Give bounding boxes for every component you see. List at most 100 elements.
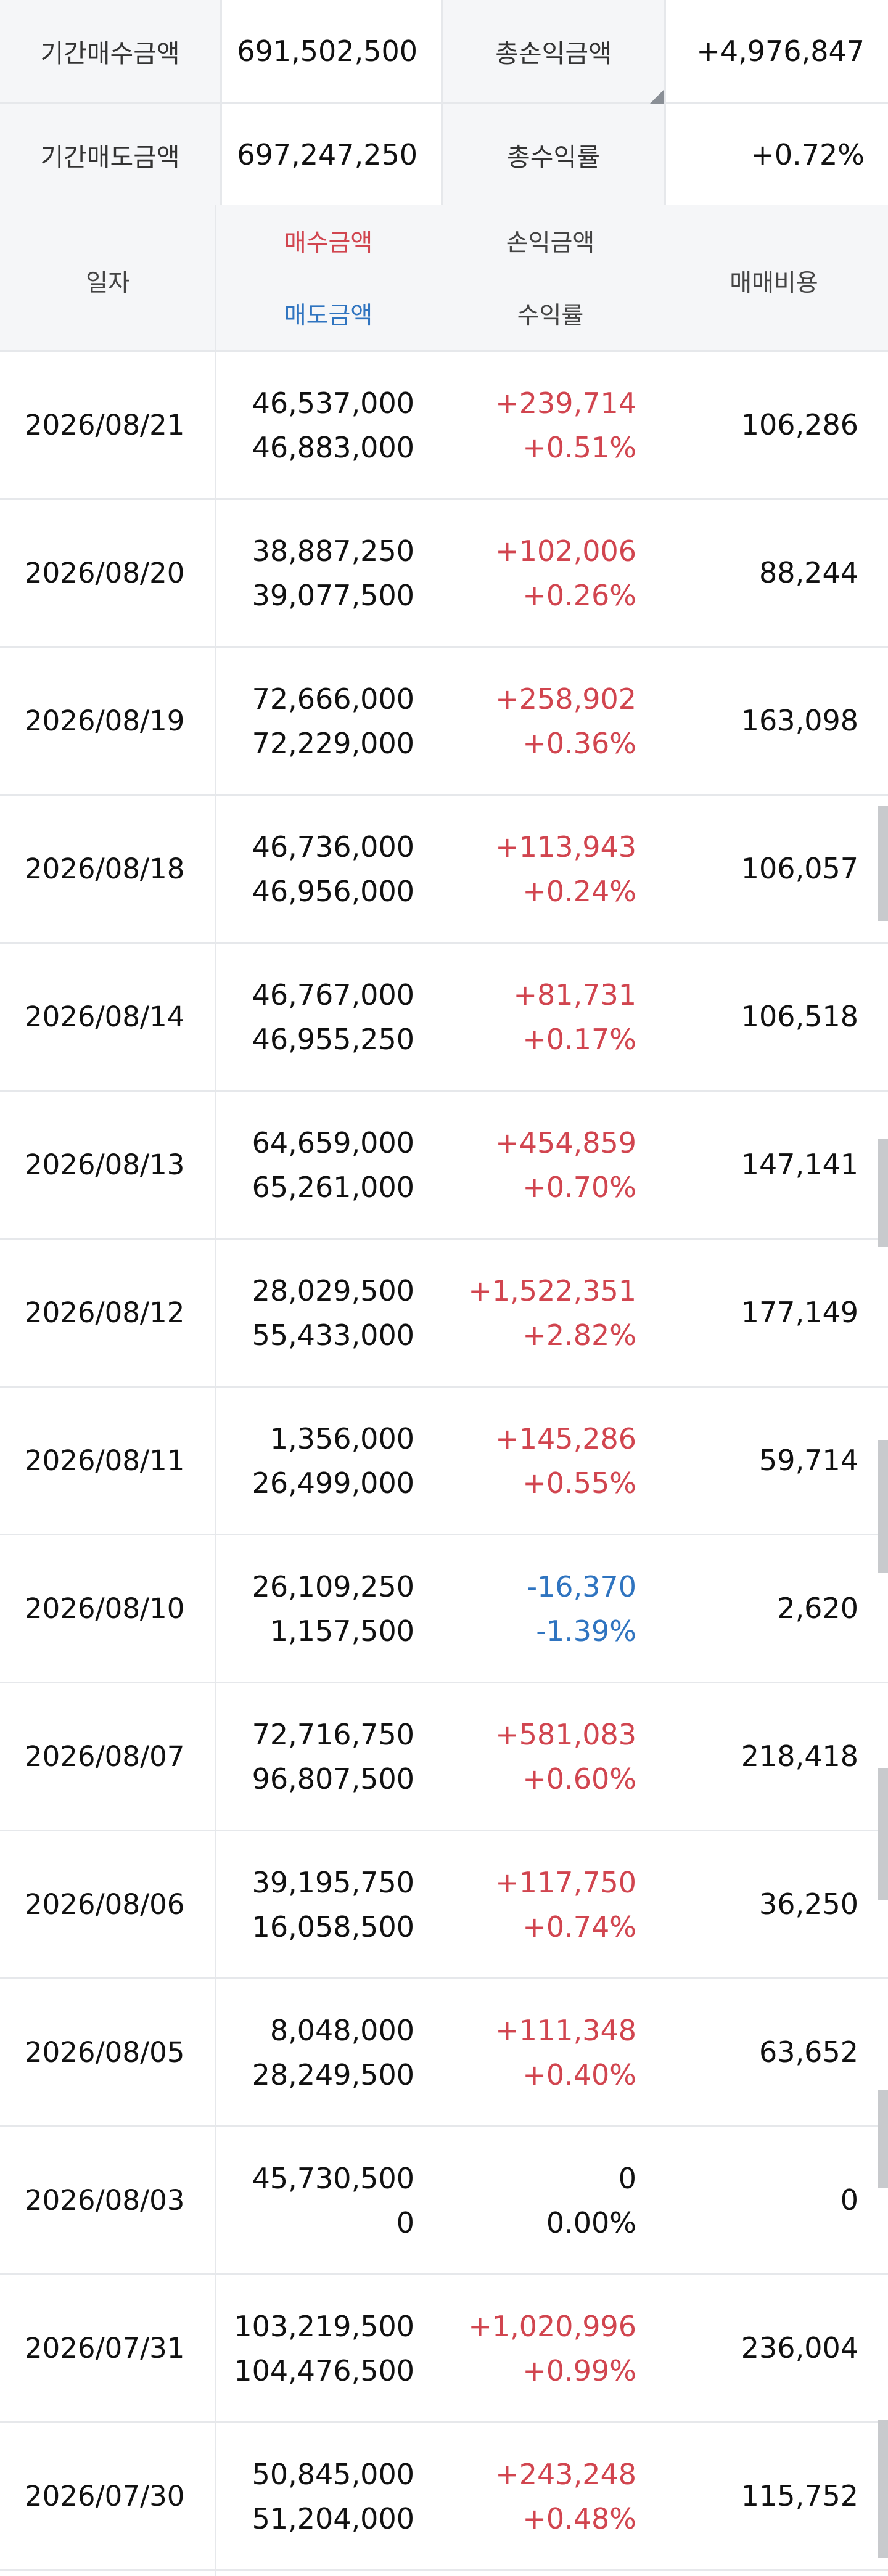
header-pl-amount[interactable]: 손익금액 xyxy=(506,229,595,257)
table-row[interactable]: 2026/07/30 50,845,000 51,204,000 +243,248 +0… xyxy=(0,2423,888,2571)
row-buy-amount: 45,730,500 xyxy=(252,2162,414,2195)
resize-corner-icon xyxy=(650,90,664,104)
row-fee: 88,244 xyxy=(759,556,858,589)
row-date: 2026/08/07 xyxy=(25,1740,185,1773)
row-pl-amount: +113,943 xyxy=(495,830,636,864)
scrollbar-thumb[interactable] xyxy=(878,1139,888,1247)
row-buy-amount: 28,029,500 xyxy=(252,1274,414,1307)
row-sell-amount: 0 xyxy=(396,2206,414,2239)
table-row[interactable]: 2026/08/21 46,537,000 46,883,000 +239,714 +0… xyxy=(0,352,888,500)
row-rate: -1.39% xyxy=(536,1614,636,1648)
row-date: 2026/08/05 xyxy=(25,2036,185,2069)
row-buy-amount: 72,666,000 xyxy=(252,682,414,716)
table-row[interactable]: 2026/08/07 72,716,750 96,807,500 +581,083 +0… xyxy=(0,1683,888,1831)
row-pl-amount: +258,902 xyxy=(495,682,636,716)
row-rate: +0.55% xyxy=(522,1466,636,1500)
row-sell-amount: 104,476,500 xyxy=(234,2354,414,2387)
table-row[interactable]: 2026/08/13 64,659,000 65,261,000 +454,859 +0… xyxy=(0,1092,888,1240)
row-rate: +0.26% xyxy=(522,579,636,612)
row-date: 2026/07/30 xyxy=(25,2480,185,2513)
period-buy-value: 691,502,500 xyxy=(222,0,443,102)
row-sell-amount: 26,499,000 xyxy=(252,1466,414,1500)
row-fee: 147,141 xyxy=(741,1148,858,1181)
table-row[interactable]: 2026/08/10 26,109,250 1,157,500 -16,370 -1.3… xyxy=(0,1535,888,1683)
row-pl-amount: -16,370 xyxy=(527,1570,636,1603)
table-row[interactable]: 2026/08/20 38,887,250 39,077,500 +102,006 +0… xyxy=(0,500,888,648)
row-rate: +0.99% xyxy=(522,2354,636,2387)
table-row[interactable]: 2026/08/06 39,195,750 16,058,500 +117,750 +0… xyxy=(0,1831,888,1979)
row-buy-amount: 50,845,000 xyxy=(252,2458,414,2491)
row-buy-amount: 1,356,000 xyxy=(269,1422,414,1455)
row-date: 2026/08/21 xyxy=(25,409,185,441)
row-date: 2026/08/06 xyxy=(25,1888,185,1921)
row-rate: +0.51% xyxy=(522,431,636,464)
row-sell-amount: 96,807,500 xyxy=(252,1762,414,1796)
table-row[interactable]: 2026/08/05 8,048,000 28,249,500 +111,348 +0.… xyxy=(0,1979,888,2127)
row-fee: 0 xyxy=(840,2183,858,2217)
row-date: 2026/08/03 xyxy=(25,2184,185,2217)
table-row[interactable]: 2026/08/11 1,356,000 26,499,000 +145,286 +0.… xyxy=(0,1388,888,1535)
row-rate: +0.17% xyxy=(522,1023,636,1056)
header-fee[interactable]: 매매비용 xyxy=(730,269,818,297)
scrollbar-thumb[interactable] xyxy=(878,1768,888,1900)
row-fee: 106,286 xyxy=(741,408,858,441)
table-row[interactable]: 2026/08/12 28,029,500 55,433,000 +1,522,351… xyxy=(0,1240,888,1388)
row-rate: +2.82% xyxy=(522,1319,636,1352)
total-pl-label: 총손익금액 xyxy=(443,0,666,102)
row-buy-amount: 64,659,000 xyxy=(252,1126,414,1159)
row-rate: +0.74% xyxy=(522,1910,636,1944)
header-rate[interactable]: 수익률 xyxy=(517,302,584,330)
row-sell-amount: 1,157,500 xyxy=(269,1614,414,1648)
row-sell-amount: 39,077,500 xyxy=(252,579,414,612)
row-rate: +0.36% xyxy=(522,727,636,760)
row-sell-amount: 46,883,000 xyxy=(252,431,414,464)
table-row[interactable]: 2026/07/31 103,219,500 104,476,500 +1,020,9… xyxy=(0,2275,888,2423)
header-buy-amount[interactable]: 매수금액 xyxy=(284,229,373,257)
table-row[interactable]: 2026/08/03 45,730,500 0 0 0.00% 0 xyxy=(0,2127,888,2275)
row-date: 2026/08/11 xyxy=(25,1444,185,1477)
row-fee: 106,518 xyxy=(741,1000,858,1033)
row-date: 2026/08/13 xyxy=(25,1148,185,1181)
row-rate: 0.00% xyxy=(546,2206,636,2239)
row-buy-amount: 8,048,000 xyxy=(269,2014,414,2047)
total-rate-label: 총수익률 xyxy=(443,104,666,205)
row-fee: 115,752 xyxy=(741,2479,858,2513)
row-fee: 63,652 xyxy=(759,2035,858,2069)
row-buy-amount: 46,537,000 xyxy=(252,386,414,420)
row-pl-amount: +243,248 xyxy=(495,2458,636,2491)
row-buy-amount: 103,219,500 xyxy=(234,2310,414,2343)
row-rate: +0.24% xyxy=(522,875,636,908)
row-sell-amount: 51,204,000 xyxy=(252,2502,414,2535)
row-sell-amount: 72,229,000 xyxy=(252,727,414,760)
scrollbar-thumb[interactable] xyxy=(878,806,888,921)
header-sell-amount[interactable]: 매도금액 xyxy=(284,302,373,330)
total-pl-amount: +4,976,847 xyxy=(696,34,865,68)
summary-row-sell: 기간매도금액 697,247,250 총수익률 +0.72% xyxy=(0,104,888,207)
table-row[interactable]: 2026/08/19 72,666,000 72,229,000 +258,902 +0… xyxy=(0,648,888,796)
row-sell-amount: 46,956,000 xyxy=(252,875,414,908)
table-header: 일자 매수금액 매도금액 손익금액 수익률 매매비용 xyxy=(0,205,888,352)
row-pl-amount: +454,859 xyxy=(495,1126,636,1159)
row-buy-amount: 38,887,250 xyxy=(252,534,414,568)
row-rate: +0.60% xyxy=(522,1762,636,1796)
summary-row-buy: 기간매수금액 691,502,500 총손익금액 +4,976,847 xyxy=(0,0,888,104)
table-row[interactable]: 2026/08/18 46,736,000 46,956,000 +113,943 +0… xyxy=(0,796,888,944)
row-date: 2026/08/14 xyxy=(25,1000,185,1033)
summary-panel: 기간매수금액 691,502,500 총손익금액 +4,976,847 기간매도… xyxy=(0,0,888,207)
row-pl-amount: +102,006 xyxy=(495,534,636,568)
row-buy-amount: 39,195,750 xyxy=(252,1866,414,1899)
row-fee: 106,057 xyxy=(741,852,858,885)
period-sell-label: 기간매도금액 xyxy=(0,104,222,205)
row-sell-amount: 28,249,500 xyxy=(252,2058,414,2091)
header-date[interactable]: 일자 xyxy=(86,269,130,297)
scrollbar-thumb[interactable] xyxy=(878,1440,888,1573)
row-sell-amount: 65,261,000 xyxy=(252,1171,414,1204)
scrollbar-thumb[interactable] xyxy=(878,2090,888,2188)
scrollbar-thumb[interactable] xyxy=(878,2420,888,2558)
row-rate: +0.48% xyxy=(522,2502,636,2535)
row-buy-amount: 46,736,000 xyxy=(252,830,414,864)
row-rate: +0.40% xyxy=(522,2058,636,2091)
row-fee: 218,418 xyxy=(741,1740,858,1773)
row-date: 2026/08/18 xyxy=(25,853,185,885)
table-row[interactable]: 2026/08/14 46,767,000 46,955,250 +81,731 +0.… xyxy=(0,944,888,1092)
